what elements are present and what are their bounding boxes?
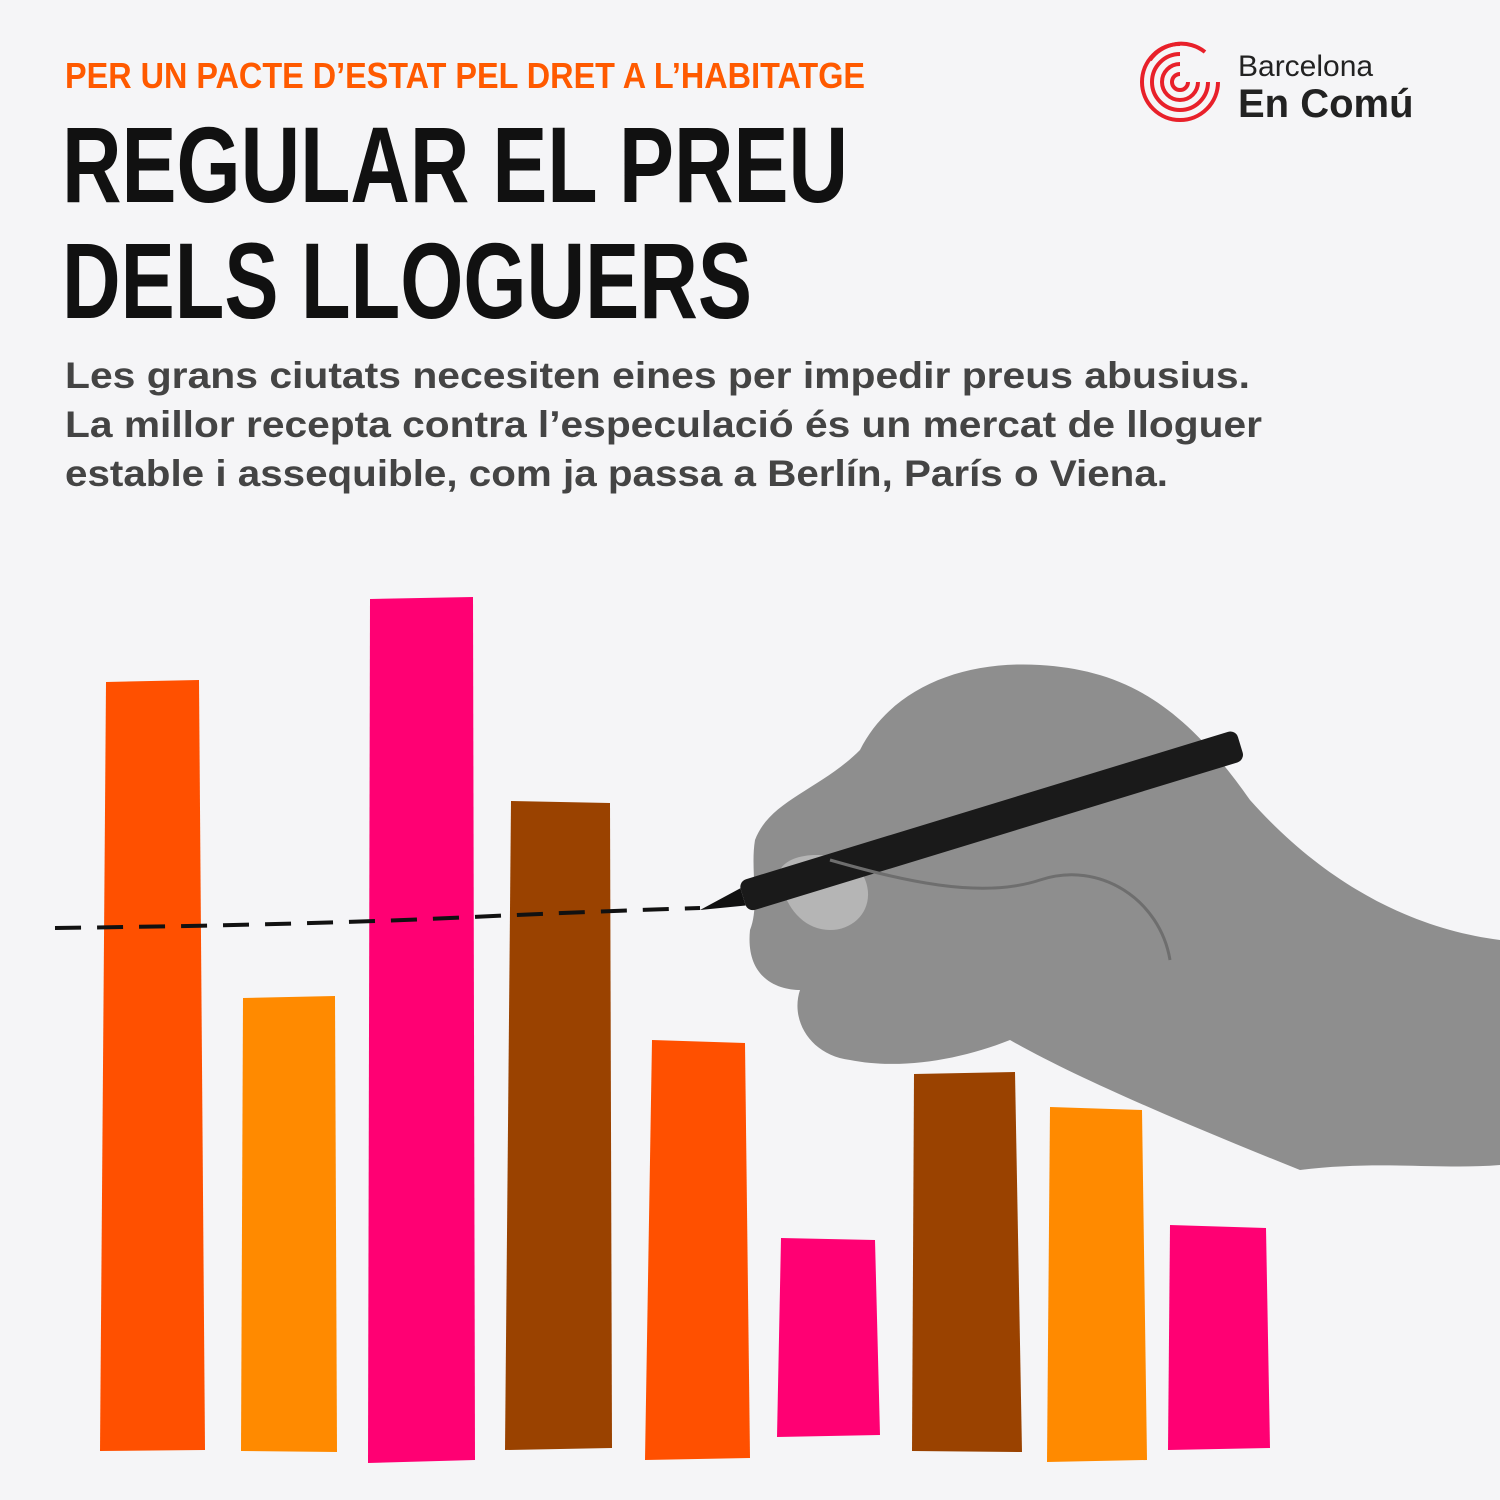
bar-shape	[645, 1040, 750, 1460]
logo-arc	[1150, 52, 1210, 112]
title-line: REGULAR EL PREU	[62, 104, 848, 225]
body-line: La millor recepta contra l’especulació é…	[65, 404, 1262, 445]
body-line: Les grans ciutats necesiten eines per im…	[65, 355, 1250, 396]
bar-shape	[777, 1238, 880, 1437]
body-line: estable i assequible, com ja passa a Ber…	[65, 453, 1168, 494]
bar-shape	[912, 1072, 1022, 1452]
title-line: DELS LLOGUERS	[62, 220, 752, 341]
pen-tip	[700, 888, 746, 910]
dashed-line	[54, 906, 701, 930]
illustration-bars	[100, 597, 1270, 1463]
bar-shape	[1168, 1225, 1270, 1450]
bar-shape	[1047, 1107, 1147, 1462]
bar-shape	[241, 996, 337, 1452]
bar-shape	[368, 597, 475, 1463]
logo-arc	[1160, 62, 1200, 102]
hand-illustration	[700, 664, 1500, 1170]
pen-body	[740, 731, 1244, 911]
logo-text: En Comú	[1238, 82, 1414, 126]
bar-shape	[100, 680, 205, 1451]
bar-shape	[505, 801, 612, 1450]
logo-arc	[1148, 41, 1207, 62]
logo-arc	[1170, 72, 1190, 92]
hand-shadow	[829, 858, 1172, 961]
kicker: PER UN PACTE D’ESTAT PEL DRET A L’HABITA…	[65, 55, 865, 96]
hand	[749, 664, 1500, 1170]
logo-text: Barcelona	[1238, 50, 1373, 83]
pen	[700, 731, 1244, 911]
logo	[1140, 41, 1220, 122]
